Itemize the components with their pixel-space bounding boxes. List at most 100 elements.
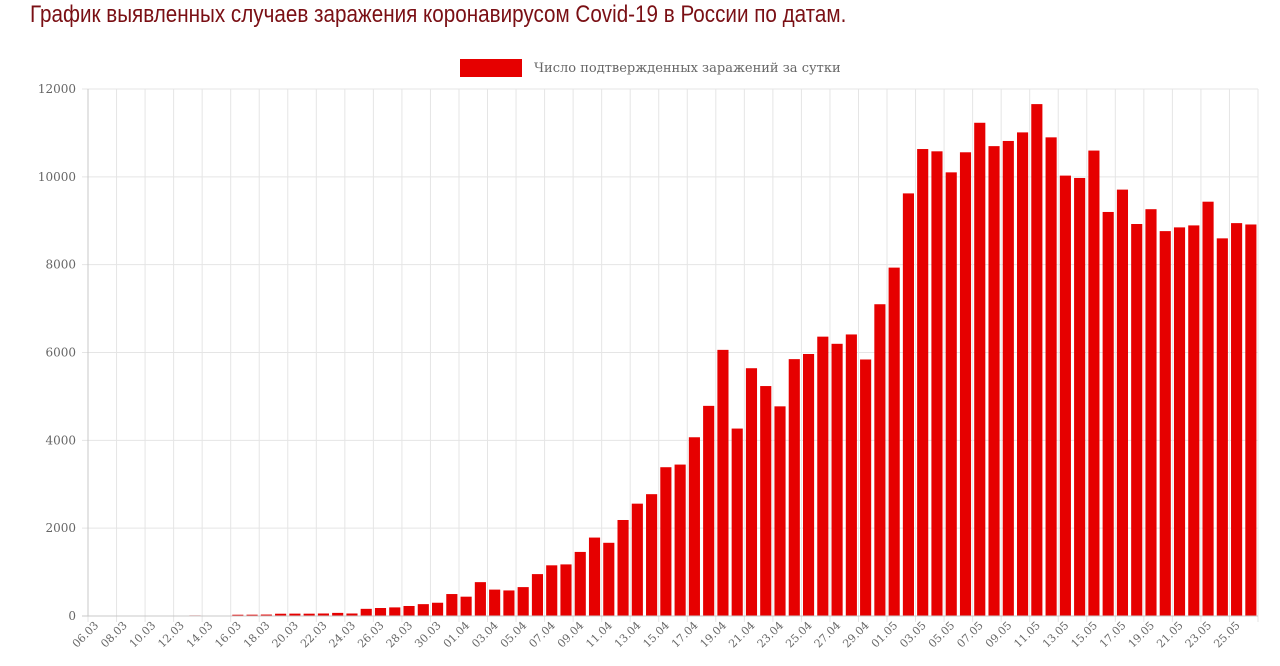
bar-15.05[interactable] xyxy=(1088,150,1100,616)
bar-25.03[interactable] xyxy=(360,608,372,616)
x-tick-label: 28.03 xyxy=(384,619,415,650)
bar-26.05[interactable] xyxy=(1245,224,1257,616)
bar-02.04[interactable] xyxy=(474,582,486,616)
x-tick-label: 03.05 xyxy=(897,619,928,650)
y-axis-ticks: 0 2000 4000 6000 8000 10000 12000 xyxy=(38,82,76,623)
bar-03.04[interactable] xyxy=(489,589,501,616)
bar-06.04[interactable] xyxy=(531,574,544,616)
bar-12.04[interactable] xyxy=(617,519,629,616)
bar-10.05[interactable] xyxy=(1017,132,1029,617)
bar-28.03[interactable] xyxy=(403,605,415,616)
bar-18.03[interactable] xyxy=(260,614,272,616)
bar-23.03[interactable] xyxy=(332,612,344,616)
x-tick-label: 24.03 xyxy=(327,619,358,650)
bar-12.05[interactable] xyxy=(1045,137,1057,617)
bar-20.03[interactable] xyxy=(289,613,301,616)
bar-26.04[interactable] xyxy=(817,336,829,616)
bar-29.04[interactable] xyxy=(860,359,872,616)
bar-11.05[interactable] xyxy=(1031,104,1043,616)
x-axis-ticks: 06.0308.0310.0312.0314.0316.0318.0320.03… xyxy=(70,619,1243,650)
bar-16.04[interactable] xyxy=(674,464,686,616)
bar-09.04[interactable] xyxy=(574,551,586,616)
y-tick-label: 12000 xyxy=(38,82,76,96)
chart-legend[interactable]: Число подтвержденных заражений за сутки xyxy=(460,58,841,78)
bar-07.05[interactable] xyxy=(974,122,986,617)
bar-18.05[interactable] xyxy=(1131,223,1143,617)
bar-23.05[interactable] xyxy=(1202,201,1214,616)
bar-05.05[interactable] xyxy=(945,172,957,617)
x-tick-label: 09.04 xyxy=(555,619,586,650)
bar-08.04[interactable] xyxy=(560,564,572,616)
bar-27.04[interactable] xyxy=(831,343,843,616)
x-tick-label: 15.04 xyxy=(641,619,672,650)
bar-15.04[interactable] xyxy=(660,467,672,616)
bar-17.03[interactable] xyxy=(246,614,258,616)
x-tick-label: 23.05 xyxy=(1183,619,1214,650)
bar-23.04[interactable] xyxy=(774,406,786,616)
bar-21.03[interactable] xyxy=(303,613,315,616)
bar-16.05[interactable] xyxy=(1102,211,1114,616)
chart-bars xyxy=(89,104,1257,617)
bar-20.04[interactable] xyxy=(731,428,743,616)
bar-29.03[interactable] xyxy=(417,604,429,616)
bar-03.05[interactable] xyxy=(917,149,929,616)
bar-04.04[interactable] xyxy=(503,590,515,616)
x-tick-label: 09.05 xyxy=(983,619,1014,650)
bar-24.03[interactable] xyxy=(346,613,358,616)
y-tick-label: 8000 xyxy=(45,258,76,272)
x-tick-label: 14.03 xyxy=(184,619,215,650)
bar-25.05[interactable] xyxy=(1231,223,1243,616)
x-tick-label: 11.05 xyxy=(1011,619,1042,650)
bar-20.05[interactable] xyxy=(1159,231,1171,617)
y-tick-label: 10000 xyxy=(38,170,76,184)
bar-05.04[interactable] xyxy=(517,587,529,616)
bar-22.03[interactable] xyxy=(317,613,329,616)
bar-02.05[interactable] xyxy=(902,193,914,616)
bar-14.05[interactable] xyxy=(1074,177,1086,617)
x-tick-label: 01.05 xyxy=(869,619,900,650)
bar-17.05[interactable] xyxy=(1116,189,1129,616)
bar-04.05[interactable] xyxy=(931,151,943,616)
bar-19.03[interactable] xyxy=(275,613,287,616)
bar-11.04[interactable] xyxy=(603,542,615,616)
bar-10.04[interactable] xyxy=(588,537,601,616)
bar-30.04[interactable] xyxy=(874,304,886,616)
bar-17.04[interactable] xyxy=(688,437,700,616)
bar-28.04[interactable] xyxy=(845,334,857,616)
x-tick-label: 01.04 xyxy=(441,619,472,650)
bar-01.04[interactable] xyxy=(460,596,472,616)
bar-01.05[interactable] xyxy=(888,267,900,616)
y-tick-label: 0 xyxy=(68,609,76,623)
bar-26.03[interactable] xyxy=(374,608,387,616)
bar-22.05[interactable] xyxy=(1188,225,1200,617)
y-tick-label: 6000 xyxy=(45,346,76,360)
bar-27.03[interactable] xyxy=(389,607,401,616)
bar-30.03[interactable] xyxy=(432,602,444,616)
bar-19.05[interactable] xyxy=(1145,209,1157,616)
bar-25.04[interactable] xyxy=(802,353,815,616)
bar-09.05[interactable] xyxy=(1002,140,1014,616)
bar-13.04[interactable] xyxy=(631,503,643,616)
bar-21.05[interactable] xyxy=(1173,227,1186,617)
x-tick-label: 07.05 xyxy=(954,619,985,650)
x-tick-label: 10.03 xyxy=(127,619,158,650)
bar-24.04[interactable] xyxy=(788,359,800,616)
bar-19.04[interactable] xyxy=(717,349,729,616)
bar-24.05[interactable] xyxy=(1216,238,1228,616)
bar-07.04[interactable] xyxy=(546,565,558,616)
x-tick-label: 06.03 xyxy=(70,619,101,650)
bar-14.04[interactable] xyxy=(646,494,658,616)
x-tick-label: 21.05 xyxy=(1154,619,1185,650)
x-tick-label: 26.03 xyxy=(355,619,386,650)
x-tick-label: 15.05 xyxy=(1069,619,1100,650)
x-tick-label: 05.04 xyxy=(498,619,529,650)
x-tick-label: 29.04 xyxy=(840,619,871,650)
bar-22.04[interactable] xyxy=(760,386,772,616)
bar-06.05[interactable] xyxy=(959,152,972,616)
bar-08.05[interactable] xyxy=(988,146,1000,616)
bar-18.04[interactable] xyxy=(703,405,715,616)
bar-13.05[interactable] xyxy=(1059,175,1071,616)
bar-31.03[interactable] xyxy=(446,594,458,616)
bar-21.04[interactable] xyxy=(745,368,758,616)
bar-16.03[interactable] xyxy=(232,614,244,616)
